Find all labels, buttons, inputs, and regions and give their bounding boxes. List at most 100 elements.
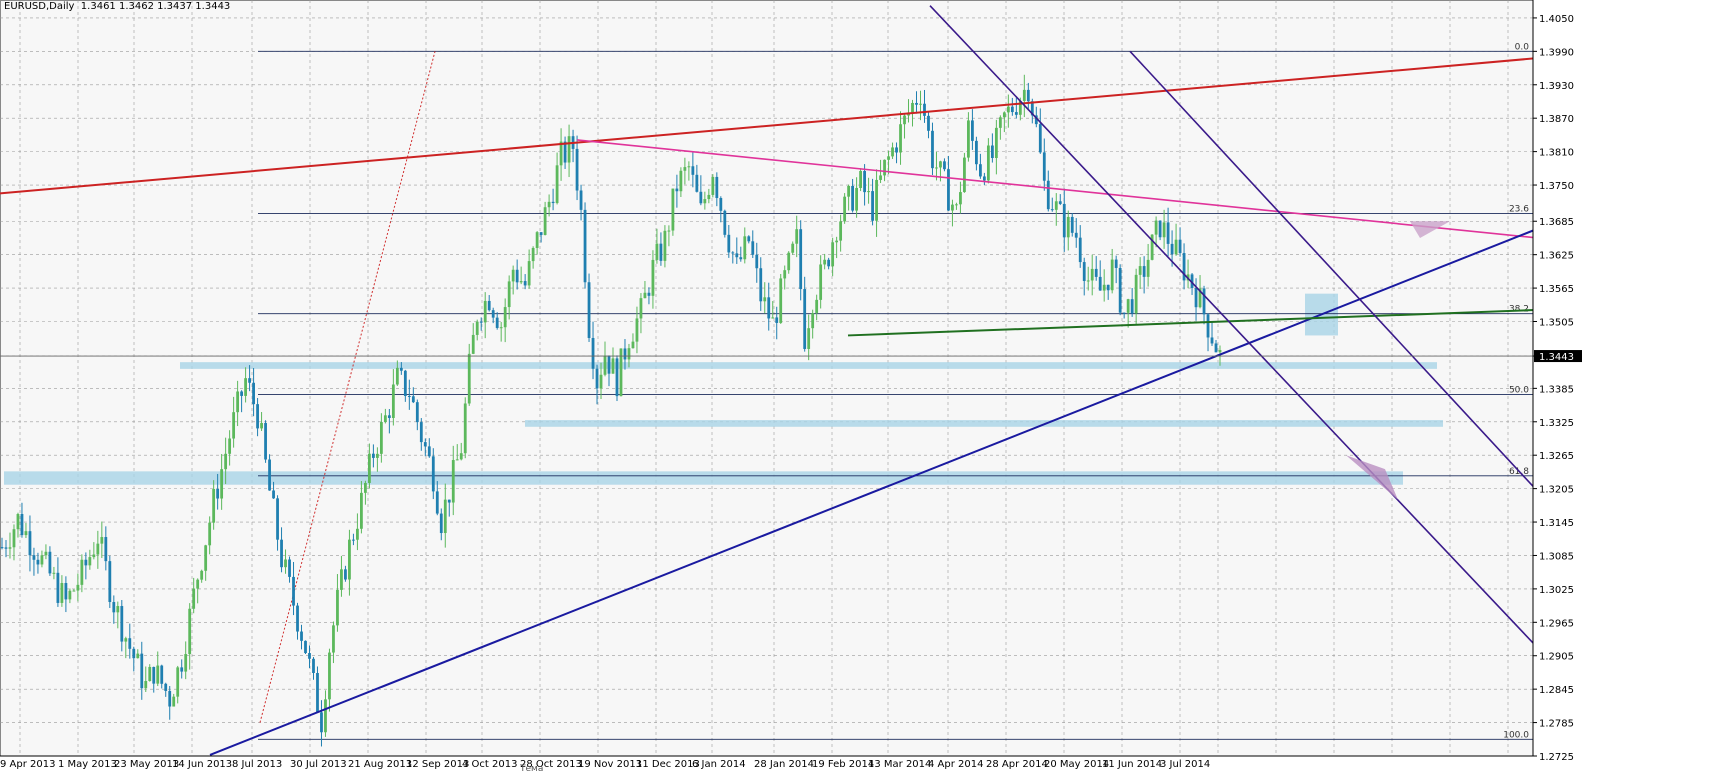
candle-body — [715, 176, 719, 199]
candle-body — [835, 240, 839, 243]
candle-body — [463, 403, 467, 454]
candle-body — [415, 402, 419, 423]
candle-body — [939, 161, 942, 168]
fib-level-label: 23.6 — [1509, 204, 1529, 214]
candle-body — [272, 490, 275, 499]
date-tick-label: 11 Dec 2013 — [636, 759, 700, 770]
candle-body — [204, 545, 208, 571]
candle-body — [635, 318, 639, 342]
candle-body — [356, 528, 359, 540]
candle-body — [923, 103, 926, 116]
candle-body — [467, 353, 471, 404]
candle-body — [164, 683, 168, 691]
candle-body — [943, 161, 946, 170]
candle-body — [212, 488, 216, 523]
magenta-trendline — [576, 139, 1691, 255]
candle-body — [519, 281, 523, 283]
candle-body — [879, 175, 882, 180]
candle-body — [955, 204, 958, 206]
candle-body — [1018, 100, 1022, 115]
candle-body — [747, 236, 751, 242]
bottom-tab-label[interactable]: Тема — [520, 764, 544, 774]
date-tick-label: 28 Apr 2014 — [986, 759, 1048, 770]
candle-body — [427, 446, 431, 457]
candle-body — [52, 572, 56, 574]
candle-body — [260, 423, 263, 429]
candle-body — [144, 681, 148, 689]
candle-body — [12, 529, 16, 548]
candle-body — [1166, 222, 1170, 244]
candle-body — [1194, 287, 1198, 308]
candle-body — [903, 115, 906, 125]
date-tick-label: 4 Oct 2013 — [462, 759, 517, 770]
candle-body — [1034, 115, 1038, 125]
candle-body — [1122, 312, 1126, 314]
candle-body — [799, 229, 803, 290]
candle-body — [8, 547, 12, 549]
candle-body — [535, 232, 539, 248]
candle-body — [1074, 232, 1078, 238]
candle-body — [723, 210, 727, 235]
candle-body — [128, 638, 132, 649]
fib-level-label: 50.0 — [1509, 385, 1529, 395]
candle-body — [811, 313, 815, 329]
candle-body — [20, 513, 24, 536]
date-tick-label: 23 May 2013 — [114, 759, 179, 770]
candle-body — [727, 234, 731, 253]
candle-body — [1090, 268, 1094, 281]
date-tick-label: 30 Jul 2013 — [290, 759, 347, 770]
candle-body — [1206, 314, 1210, 338]
candle-body — [719, 198, 723, 211]
candle-body — [839, 221, 843, 241]
price-tick-label: 1.4050 — [1539, 14, 1574, 25]
candle-body — [403, 370, 407, 396]
candle-body — [268, 459, 271, 491]
candle-body — [703, 199, 707, 204]
candle-body — [994, 127, 998, 158]
candle-body — [583, 209, 587, 283]
candle-body — [56, 572, 60, 603]
candle-body — [591, 337, 595, 369]
candle-body — [543, 207, 547, 235]
candle-body — [559, 141, 563, 166]
candle-body — [579, 190, 583, 210]
candle-body — [507, 281, 511, 308]
candle-body — [675, 188, 679, 192]
fib-level-label: 100.0 — [1503, 730, 1529, 740]
candle-body — [248, 378, 251, 383]
candle-body — [328, 652, 331, 700]
candle-body — [1154, 220, 1158, 235]
candle-body — [296, 605, 299, 632]
candle-body — [1058, 201, 1062, 204]
candle-body — [1198, 288, 1202, 308]
projection-triangle-lower — [1346, 455, 1398, 500]
candle-body — [1030, 101, 1034, 116]
date-tick-label: 6 Jan 2014 — [692, 759, 746, 770]
candle-body — [172, 696, 176, 707]
candle-body — [180, 667, 184, 672]
candle-body — [1118, 267, 1122, 313]
candle-body — [563, 141, 567, 163]
date-tick-label: 28 Jan 2014 — [754, 759, 814, 770]
candle-body — [391, 384, 395, 418]
candle-body — [324, 699, 327, 733]
candle-body — [1098, 276, 1102, 291]
candle-body — [344, 569, 347, 580]
candle-body — [911, 102, 914, 113]
candle-body — [192, 588, 196, 609]
candle-body — [875, 179, 878, 221]
candle-body — [64, 583, 68, 600]
date-tick-label: 1 May 2013 — [58, 759, 117, 770]
candle-body — [683, 167, 687, 171]
candle-body — [288, 559, 291, 577]
candle-body — [655, 243, 659, 260]
candle-body — [847, 185, 851, 197]
candle-body — [152, 666, 156, 684]
candle-body — [1158, 220, 1162, 238]
candle-body — [411, 396, 415, 403]
candle-body — [439, 513, 443, 534]
date-tick-label: 28 Oct 2013 — [520, 759, 582, 770]
date-tick-label: 19 Feb 2014 — [812, 759, 874, 770]
